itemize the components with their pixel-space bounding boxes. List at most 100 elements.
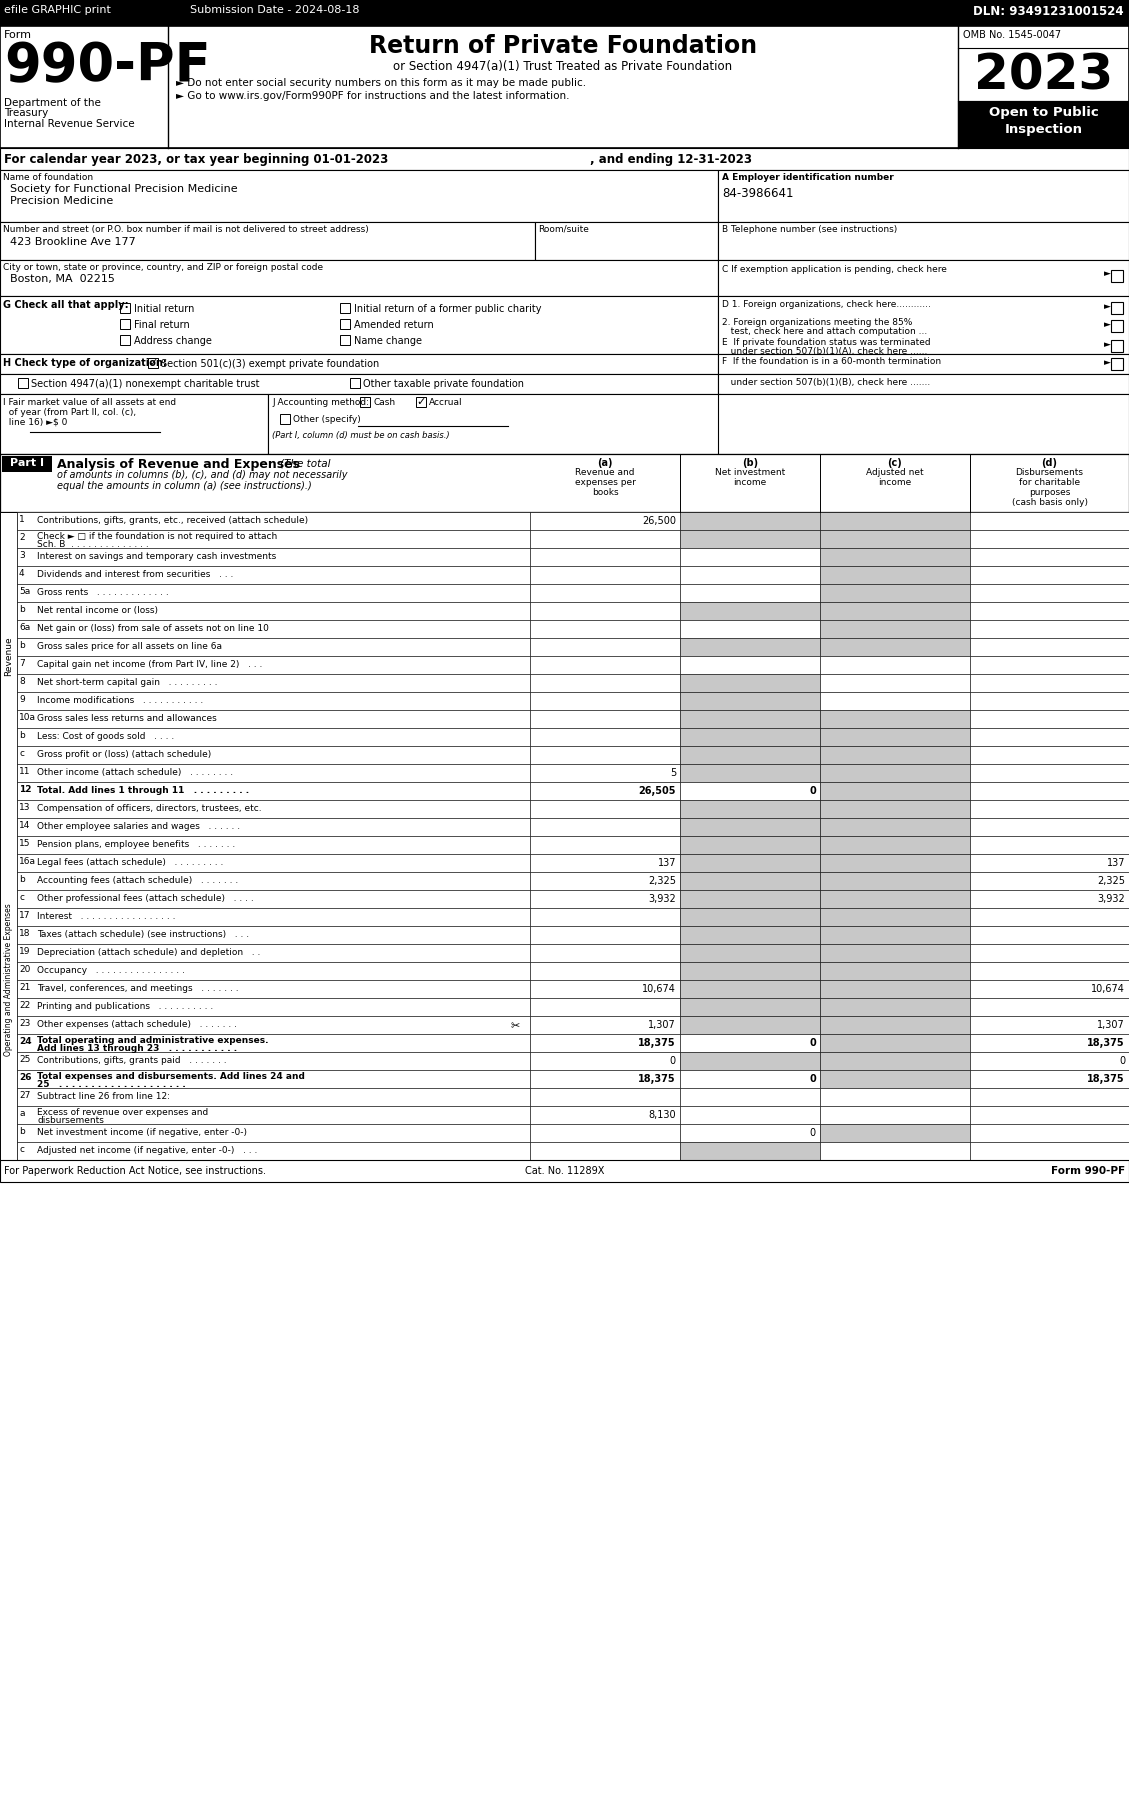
Text: 3,932: 3,932 (648, 894, 676, 904)
Bar (970, 980, 1129, 998)
Text: 18,375: 18,375 (638, 1073, 676, 1084)
Bar (680, 818, 820, 836)
Bar (17, 1088, 530, 1106)
Text: Subtract line 26 from line 12:: Subtract line 26 from line 12: (37, 1091, 170, 1100)
Text: Operating and Administrative Expenses: Operating and Administrative Expenses (5, 904, 14, 1057)
Text: Net investment income (if negative, enter -0-): Net investment income (if negative, ente… (37, 1127, 247, 1136)
Text: ►: ► (1104, 320, 1111, 329)
Text: (a): (a) (597, 458, 613, 467)
Text: 19: 19 (19, 948, 30, 957)
Bar (970, 1088, 1129, 1106)
Bar (0, 171, 718, 221)
Text: Other income (attach schedule)   . . . . . . . .: Other income (attach schedule) . . . . .… (37, 768, 233, 777)
Bar (680, 512, 820, 530)
Text: Printing and publications   . . . . . . . . . .: Printing and publications . . . . . . . … (37, 1001, 213, 1010)
Bar (820, 584, 970, 602)
Text: Income modifications   . . . . . . . . . . .: Income modifications . . . . . . . . . .… (37, 696, 203, 705)
Text: (d): (d) (1041, 458, 1058, 467)
Text: Taxes (attach schedule) (see instructions)   . . .: Taxes (attach schedule) (see instruction… (37, 930, 250, 939)
Bar (970, 620, 1129, 638)
Bar (530, 602, 680, 620)
Text: 0: 0 (809, 1127, 816, 1138)
Text: ►: ► (1104, 302, 1111, 311)
Text: Gross sales price for all assets on line 6a: Gross sales price for all assets on line… (37, 642, 222, 651)
Text: Name change: Name change (355, 336, 422, 345)
Text: Adjusted net: Adjusted net (866, 467, 924, 476)
Text: efile GRAPHIC print: efile GRAPHIC print (5, 5, 111, 14)
Bar (970, 1034, 1129, 1052)
Bar (17, 854, 530, 872)
Text: C If exemption application is pending, check here: C If exemption application is pending, c… (723, 264, 947, 273)
Bar (718, 261, 1129, 297)
Text: 1,307: 1,307 (648, 1019, 676, 1030)
Text: Net gain or (loss) from sale of assets not on line 10: Net gain or (loss) from sale of assets n… (37, 624, 269, 633)
Bar (820, 1142, 970, 1160)
Text: Disbursements: Disbursements (1015, 467, 1084, 476)
Bar (0, 25, 1129, 147)
Text: Other taxable private foundation: Other taxable private foundation (364, 379, 524, 388)
Bar (820, 656, 970, 674)
Bar (17, 692, 530, 710)
Bar (530, 890, 680, 908)
Bar (820, 800, 970, 818)
Bar (530, 566, 680, 584)
Bar (18, 378, 28, 388)
Text: Total expenses and disbursements. Add lines 24 and: Total expenses and disbursements. Add li… (37, 1072, 305, 1081)
Text: Other (specify): Other (specify) (294, 415, 361, 424)
Bar (530, 1052, 680, 1070)
Text: 423 Brookline Ave 177: 423 Brookline Ave 177 (10, 237, 135, 246)
Bar (0, 297, 718, 354)
Bar (970, 782, 1129, 800)
Text: Revenue: Revenue (5, 636, 14, 676)
Text: 0: 0 (809, 1037, 816, 1048)
Text: 10,674: 10,674 (1091, 984, 1124, 994)
Text: income: income (734, 478, 767, 487)
Bar (340, 318, 350, 329)
Text: 25   . . . . . . . . . . . . . . . . . . . .: 25 . . . . . . . . . . . . . . . . . . .… (37, 1081, 186, 1090)
Bar (530, 854, 680, 872)
Text: Pension plans, employee benefits   . . . . . . .: Pension plans, employee benefits . . . .… (37, 840, 235, 849)
Bar (148, 358, 158, 369)
Bar (17, 944, 530, 962)
Text: 7: 7 (19, 660, 25, 669)
Bar (680, 854, 820, 872)
Bar (820, 1070, 970, 1088)
Bar (17, 800, 530, 818)
Bar (680, 1070, 820, 1088)
Text: 18,375: 18,375 (638, 1037, 676, 1048)
Text: 6a: 6a (19, 622, 30, 633)
Text: 17: 17 (19, 912, 30, 921)
Text: 1,307: 1,307 (1097, 1019, 1124, 1030)
Bar (530, 710, 680, 728)
Bar (970, 818, 1129, 836)
Bar (530, 1088, 680, 1106)
Bar (970, 566, 1129, 584)
Text: 5a: 5a (19, 586, 30, 595)
Bar (1111, 320, 1123, 333)
Text: 1: 1 (19, 514, 25, 523)
Bar (680, 908, 820, 926)
Bar (820, 602, 970, 620)
Bar (530, 1034, 680, 1052)
Text: 2. Foreign organizations meeting the 85%: 2. Foreign organizations meeting the 85% (723, 318, 912, 327)
Bar (820, 818, 970, 836)
Bar (820, 890, 970, 908)
Bar (0, 147, 1129, 171)
Text: Amended return: Amended return (355, 320, 434, 331)
Text: b: b (19, 876, 25, 885)
Bar (820, 836, 970, 854)
Text: 990-PF: 990-PF (5, 40, 211, 92)
Bar (680, 1088, 820, 1106)
Bar (970, 872, 1129, 890)
Bar (17, 1124, 530, 1142)
Text: Section 4947(a)(1) nonexempt charitable trust: Section 4947(a)(1) nonexempt charitable … (30, 379, 260, 388)
Text: Contributions, gifts, grants paid   . . . . . . .: Contributions, gifts, grants paid . . . … (37, 1055, 227, 1064)
Bar (17, 512, 530, 530)
Text: , and ending 12-31-2023: , and ending 12-31-2023 (590, 153, 752, 165)
Bar (718, 171, 1129, 221)
Bar (680, 1124, 820, 1142)
Text: 25: 25 (19, 1055, 30, 1064)
Bar (17, 602, 530, 620)
Text: 20: 20 (19, 966, 30, 975)
Text: G Check all that apply:: G Check all that apply: (3, 300, 129, 309)
